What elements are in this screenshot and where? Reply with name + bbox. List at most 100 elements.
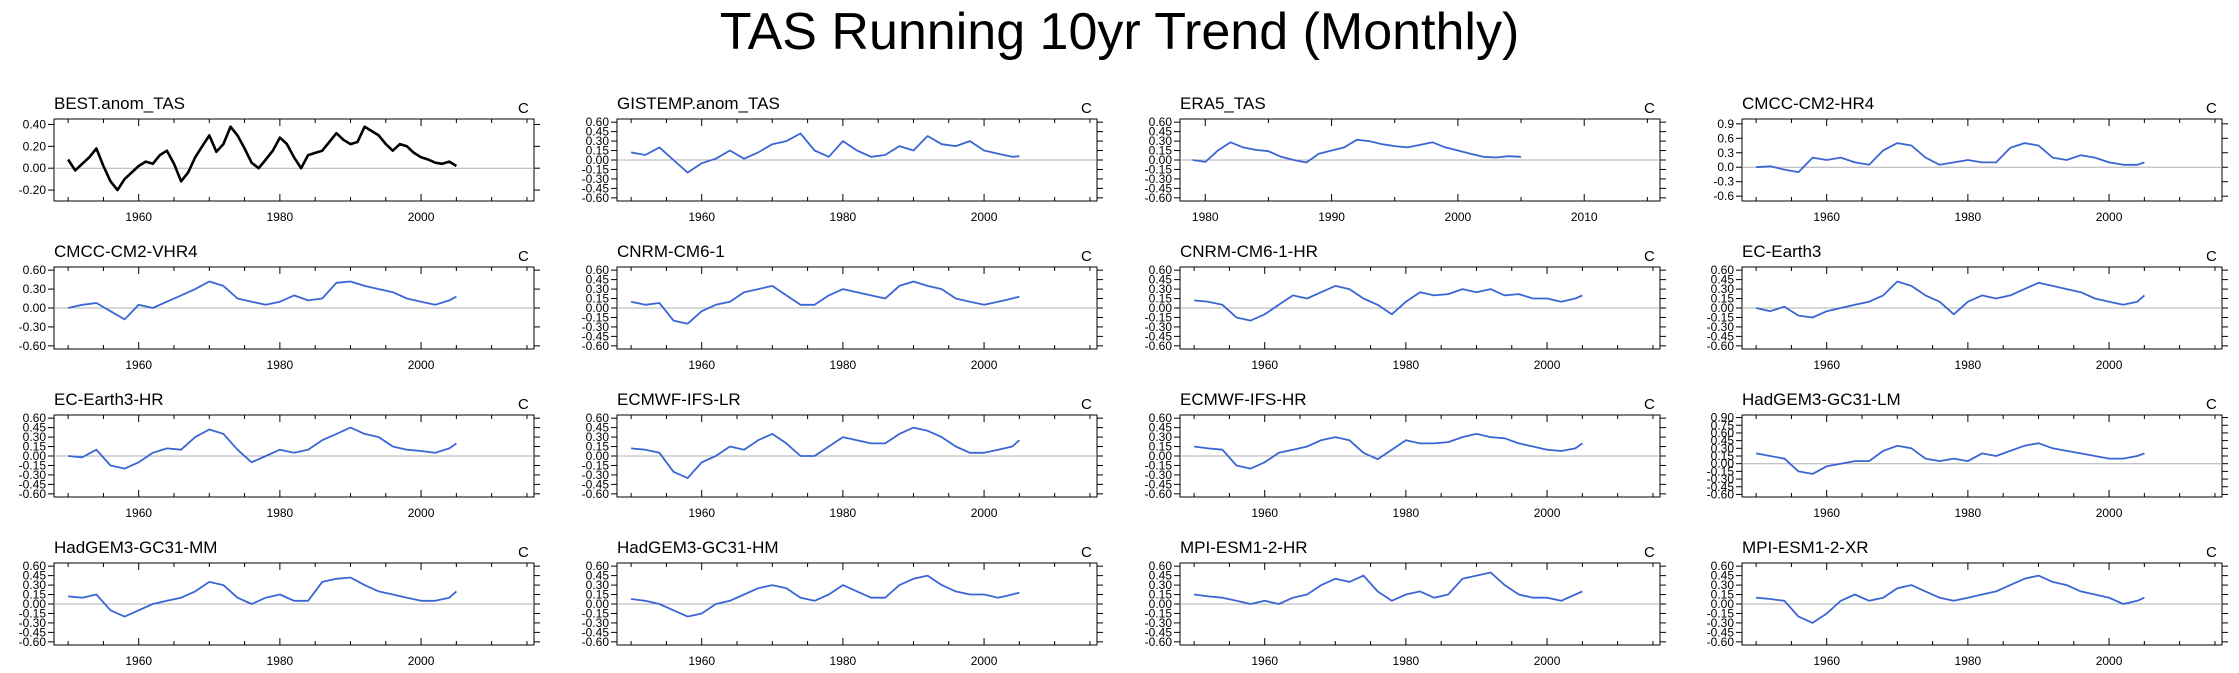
y-tick-label: 0.45 [1711,434,1735,448]
unit-label: C [1081,396,1092,413]
unit-label: C [1644,544,1655,561]
y-tick-label: 0.6 [1717,131,1734,145]
y-tick-label: 0.60 [1149,559,1173,573]
y-tick-label: -0.30 [1707,616,1735,630]
panel-title: CMCC-CM2-VHR4 [54,242,198,261]
y-tick-label: 0.60 [586,263,610,277]
y-tick-label: 0.00 [1149,597,1173,611]
x-tick-label: 1980 [1955,210,1982,224]
unit-label: C [1644,396,1655,413]
y-tick-label: -0.3 [1713,175,1734,189]
x-tick-label: 2000 [971,506,998,520]
y-tick-label: 0.15 [1711,292,1735,306]
panel-title: BEST.anom_TAS [54,94,185,113]
y-tick-label: 0.15 [586,144,610,158]
y-tick-label: -0.60 [582,339,610,353]
x-tick-label: 1960 [1251,654,1278,668]
y-tick-label: 0.30 [1149,282,1173,296]
x-tick-label: 1980 [1192,210,1219,224]
x-tick-label: 2000 [408,358,435,372]
y-tick-label: 0.00 [1149,449,1173,463]
x-tick-label: 1980 [1955,654,1982,668]
y-tick-label: -0.60 [582,191,610,205]
series-line [1192,138,1522,164]
y-tick-label: -0.60 [1145,487,1173,501]
y-tick-label: -0.30 [582,616,610,630]
y-tick-label: 0.30 [586,134,610,148]
series-line [1756,142,2145,174]
x-tick-label: 2000 [2096,210,2123,224]
y-tick-label: 0.00 [23,161,47,175]
y-tick-label: 0.30 [1149,134,1173,148]
y-tick-label: 0.00 [1149,153,1173,167]
unit-label: C [2206,248,2217,265]
y-tick-label: 0.30 [586,430,610,444]
x-tick-label: 1960 [688,506,715,520]
x-tick-label: 1990 [1318,210,1345,224]
y-tick-label: 0.00 [586,301,610,315]
y-tick-label: -0.45 [1145,625,1173,639]
panel-5: CNRM-CM6-1 C 1960 1980 2000 0.600.450.300.150… [582,242,1103,372]
y-tick-label: -0.45 [19,477,47,491]
x-tick-label: 1980 [1393,358,1420,372]
y-tick-label: 0.15 [1711,588,1735,602]
y-tick-label: 0.00 [23,449,47,463]
plot-frame [53,118,535,202]
y-tick-label: -0.15 [1707,464,1735,478]
y-tick-label: -0.60 [582,487,610,501]
panel-7: EC-Earth3 C 1960 1980 2000 0.600.450.300.150.… [1707,242,2228,372]
series-line [630,132,1020,174]
y-tick-label: 0.00 [1711,597,1735,611]
y-tick-label: 0.45 [586,273,610,287]
y-tick-label: 0.45 [1149,421,1173,435]
y-tick-label: -0.30 [582,468,610,482]
y-tick-label: -0.45 [582,329,610,343]
x-tick-label: 1980 [830,358,857,372]
y-tick-label: -0.60 [1145,339,1173,353]
y-tick-label: 0.45 [1149,125,1173,139]
series-line [68,576,457,618]
y-tick-label: 0.00 [586,153,610,167]
series-line [1193,571,1583,605]
y-tick-label: 0.30 [1149,578,1173,592]
panel-4: CMCC-CM2-VHR4 C 1960 1980 2000 0.60 0.30 0.00 -0… [19,242,540,372]
x-tick-label: 1960 [1813,654,1840,668]
y-tick-label: 0.45 [1711,273,1735,287]
y-tick-label: -0.20 [19,183,47,197]
main-title: TAS Running 10yr Trend (Monthly) [719,3,1520,61]
y-tick-label: 0.3 [1717,146,1734,160]
unit-label: C [518,248,529,265]
series-line [630,574,1020,618]
y-tick-label: 0.20 [23,139,47,153]
x-tick-label: 2010 [1571,210,1598,224]
panel-title: HadGEM3-GC31-HM [617,538,779,557]
y-tick-label: -0.60 [1707,339,1735,353]
y-tick-label: 0.00 [23,301,47,315]
unit-label: C [518,396,529,413]
unit-label: C [2206,396,2217,413]
panel-title: GISTEMP.anom_TAS [617,94,780,113]
y-tick-label: 0.45 [1149,273,1173,287]
y-tick-label: -0.15 [582,458,610,472]
unit-label: C [1644,248,1655,265]
y-tick-label: 0.00 [586,449,610,463]
y-tick-label: -0.15 [19,606,47,620]
y-tick-label: -0.60 [1145,191,1173,205]
x-tick-label: 2000 [971,654,998,668]
x-tick-label: 2000 [408,506,435,520]
x-tick-label: 2000 [1534,358,1561,372]
series-line [68,426,457,470]
y-tick-label: 0.0 [1717,160,1734,174]
y-tick-label: -0.30 [582,172,610,186]
x-tick-label: 2000 [1445,210,1472,224]
y-tick-label: -0.30 [19,320,47,334]
y-tick-label: -0.60 [1707,487,1735,501]
y-tick-label: -0.30 [1145,172,1173,186]
y-tick-label: -0.15 [1145,310,1173,324]
x-tick-label: 1980 [830,654,857,668]
y-tick-label: 0.45 [1711,569,1735,583]
y-tick-label: -0.60 [19,339,47,353]
